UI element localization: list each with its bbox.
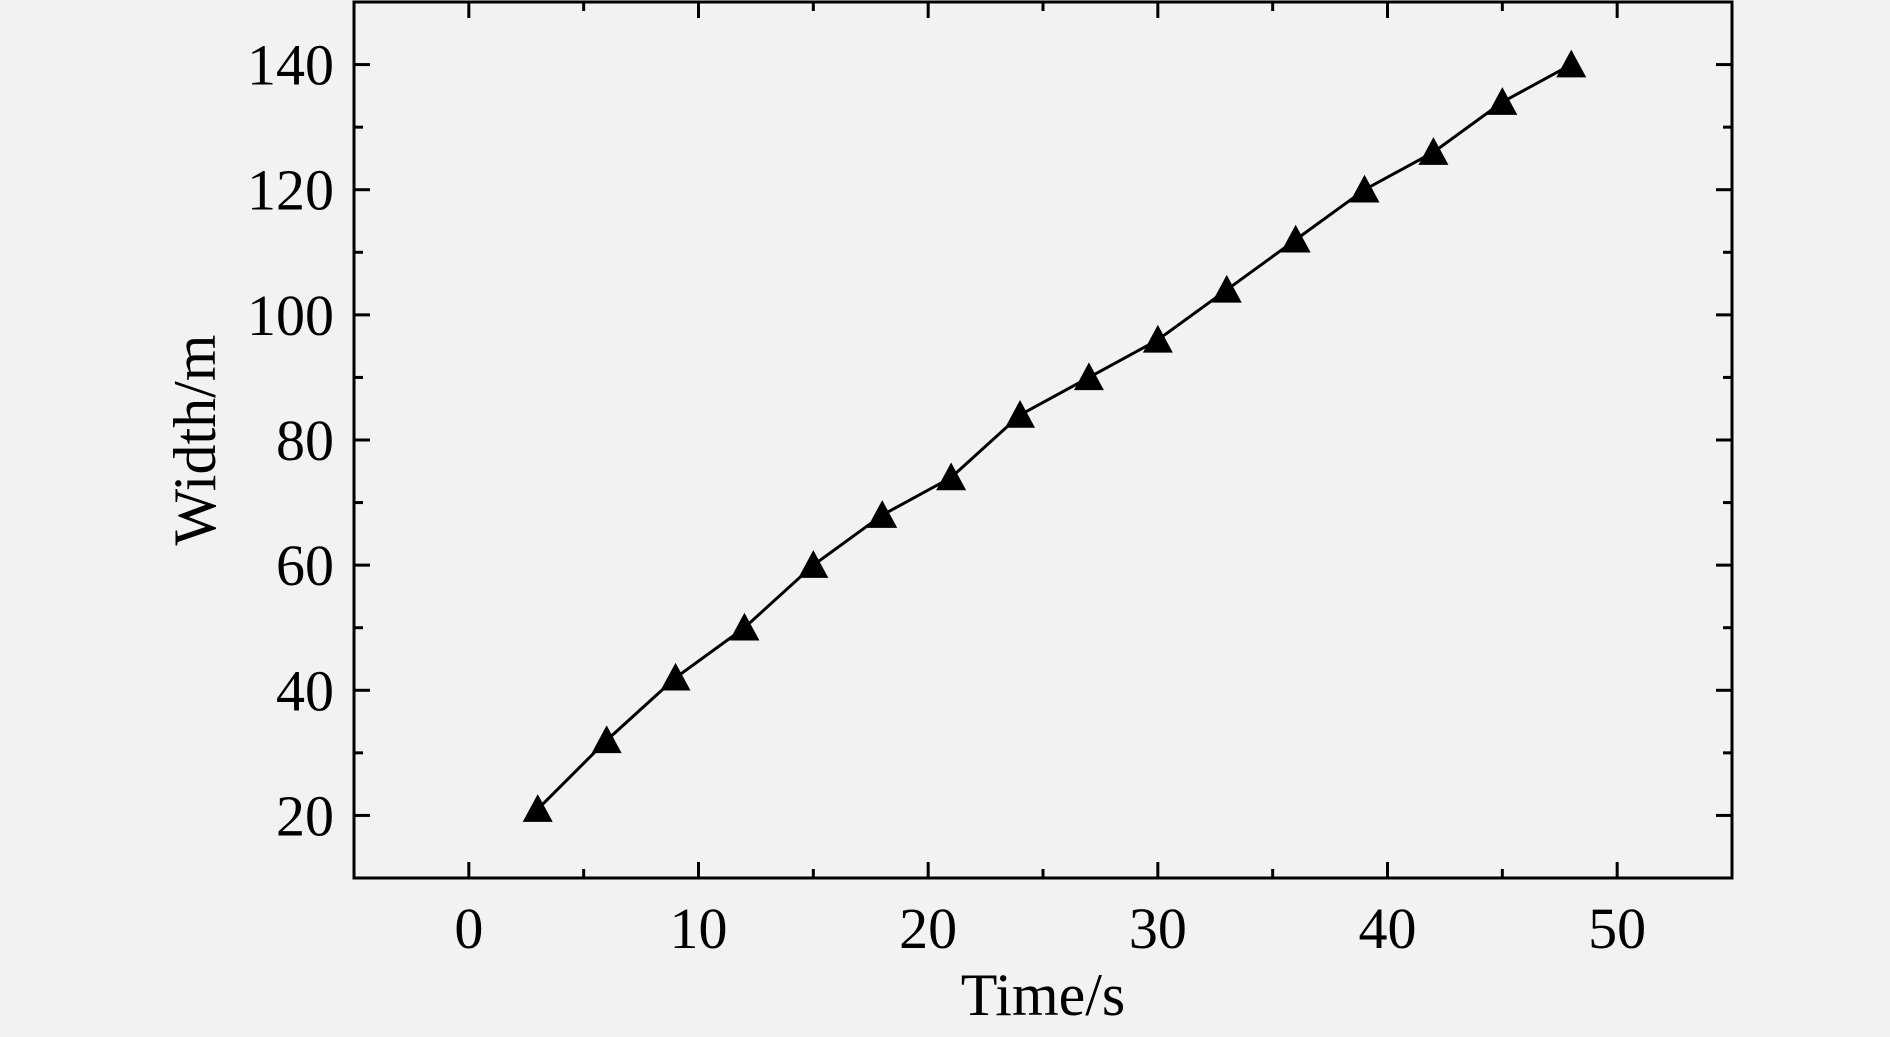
data-point-triangle [1005,399,1036,428]
data-point-triangle [522,794,553,822]
x-tick-label: 20 [899,896,957,961]
data-point-triangle [591,725,622,754]
data-point-triangle [798,550,829,578]
data-point-triangle [729,612,760,641]
data-point-triangle [1487,87,1518,115]
data-point-triangle [1073,362,1104,391]
plot-area [352,0,1734,880]
y-tick-label: 140 [247,33,334,98]
x-axis-ticks: 0 10 20 30 40 50 [454,2,1646,961]
data-point-triangle [1211,274,1242,303]
data-point-triangle [660,662,691,691]
y-tick-label: 40 [276,658,334,723]
x-tick-label: 10 [670,896,728,961]
data-point-triangle [1142,324,1173,353]
x-tick-label: 0 [454,896,483,961]
x-tick-label: 40 [1359,896,1417,961]
data-point-triangle [1556,49,1587,78]
x-axis-label: Time/s [961,962,1126,1028]
y-axis-ticks: 20 40 60 80 100 120 140 [247,33,1732,848]
y-tick-label: 60 [276,533,334,598]
y-axis-label: Width/m [162,335,228,546]
y-tick-label: 100 [247,283,334,348]
data-point-triangle [1280,224,1311,253]
data-point-triangle [936,462,967,491]
x-tick-label: 30 [1129,896,1187,961]
y-tick-label: 80 [276,408,334,473]
series-layer [522,49,1587,822]
x-tick-label: 50 [1588,896,1646,961]
y-tick-label: 20 [276,783,334,848]
data-point-triangle [1349,174,1380,203]
series-line [536,63,1572,811]
data-point-triangle [1418,137,1449,165]
y-tick-label: 120 [247,158,334,223]
data-point-triangle [867,500,898,528]
